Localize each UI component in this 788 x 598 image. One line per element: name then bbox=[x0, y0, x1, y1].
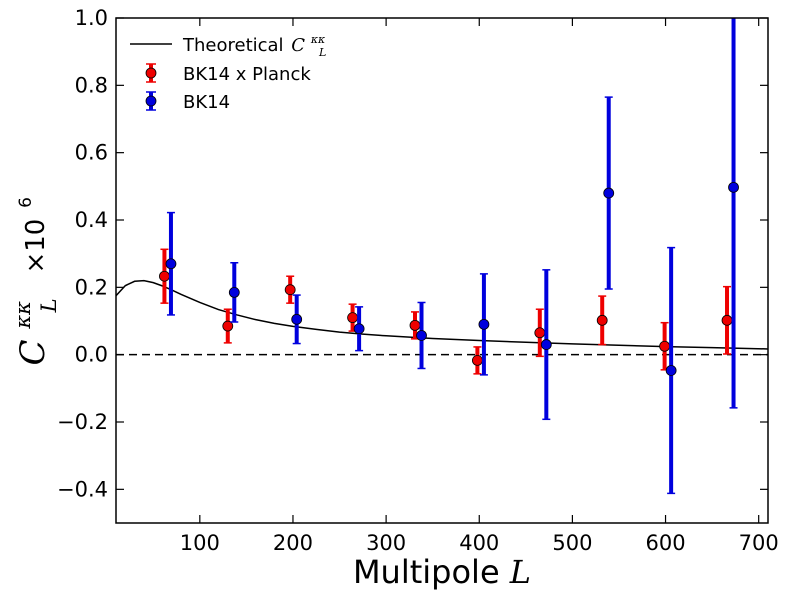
data-point bbox=[721, 314, 733, 326]
data-point bbox=[347, 312, 358, 324]
data-point bbox=[665, 365, 677, 376]
data-point bbox=[534, 327, 546, 339]
data-point bbox=[165, 258, 177, 270]
data-point bbox=[222, 320, 234, 332]
data-point bbox=[159, 270, 170, 282]
legend-bk14xplanck-label: BK14 x Planck bbox=[183, 64, 311, 85]
x-tick-label: 700 bbox=[739, 531, 779, 555]
theory-curve bbox=[116, 279, 768, 350]
x-tick-label: 500 bbox=[552, 531, 592, 555]
y-tick-label: 0.6 bbox=[75, 141, 108, 165]
y-axis-label: C κκ L ×10 6 bbox=[0, 197, 65, 365]
y-tick-label: 0.8 bbox=[75, 73, 108, 97]
y-tick-label: −0.2 bbox=[57, 410, 108, 434]
data-point bbox=[471, 354, 483, 366]
legend-theory-label: Theoretical C κκ L bbox=[182, 27, 331, 59]
data-point bbox=[478, 318, 490, 330]
data-point bbox=[540, 339, 552, 350]
x-tick-label: 300 bbox=[366, 531, 406, 555]
data-point bbox=[228, 286, 240, 298]
data-point bbox=[728, 181, 739, 193]
x-axis-label: Multipole L bbox=[353, 553, 531, 591]
series-1 bbox=[165, 18, 739, 495]
data-point bbox=[416, 330, 427, 341]
legend-bk14-label: BK14 bbox=[183, 92, 230, 113]
y-tick-label: 0.0 bbox=[75, 343, 108, 367]
data-point bbox=[596, 314, 608, 326]
y-axis-label-symbol: C bbox=[13, 339, 53, 365]
x-tick-label: 200 bbox=[273, 531, 313, 555]
data-point bbox=[353, 323, 365, 335]
x-tick-label: 100 bbox=[180, 531, 220, 555]
y-tick-label: 1.0 bbox=[75, 6, 108, 30]
x-tick-label: 600 bbox=[645, 531, 685, 555]
y-axis-label-factor-exponent: 6 bbox=[16, 197, 36, 208]
data-point bbox=[409, 319, 421, 331]
series-0 bbox=[159, 248, 733, 375]
y-axis-label-subscript: L bbox=[37, 298, 61, 313]
data-point bbox=[284, 284, 296, 296]
y-tick-label: 0.4 bbox=[75, 208, 108, 232]
y-axis-label-superscript: κκ bbox=[11, 301, 35, 330]
x-axis-label-text: Multipole bbox=[353, 553, 500, 591]
plot-area bbox=[116, 18, 768, 495]
svg-text:C κκ L ×10: C κκ L ×10 6 bbox=[0, 197, 65, 365]
data-point bbox=[291, 313, 303, 325]
plot-frame bbox=[115, 17, 769, 524]
legend-bk14-swatch bbox=[145, 91, 157, 111]
y-axis-label-factor: ×10 bbox=[21, 219, 51, 274]
legend-bk14xplanck-swatch bbox=[145, 63, 157, 83]
x-axis-label-symbol: L bbox=[509, 553, 531, 591]
x-tick-label: 400 bbox=[459, 531, 499, 555]
y-tick-label: 0.2 bbox=[75, 275, 108, 299]
legend: Theoretical C κκ L BK14 x Planck BK14 bbox=[130, 27, 331, 113]
y-tick-label: −0.4 bbox=[57, 477, 108, 501]
data-point bbox=[603, 187, 615, 199]
data-point bbox=[659, 340, 671, 352]
axis-ticks: 100 200 300 400 500 600 700 −0.4 −0.2 0.0 0.2 0.4 0.… bbox=[57, 6, 779, 555]
